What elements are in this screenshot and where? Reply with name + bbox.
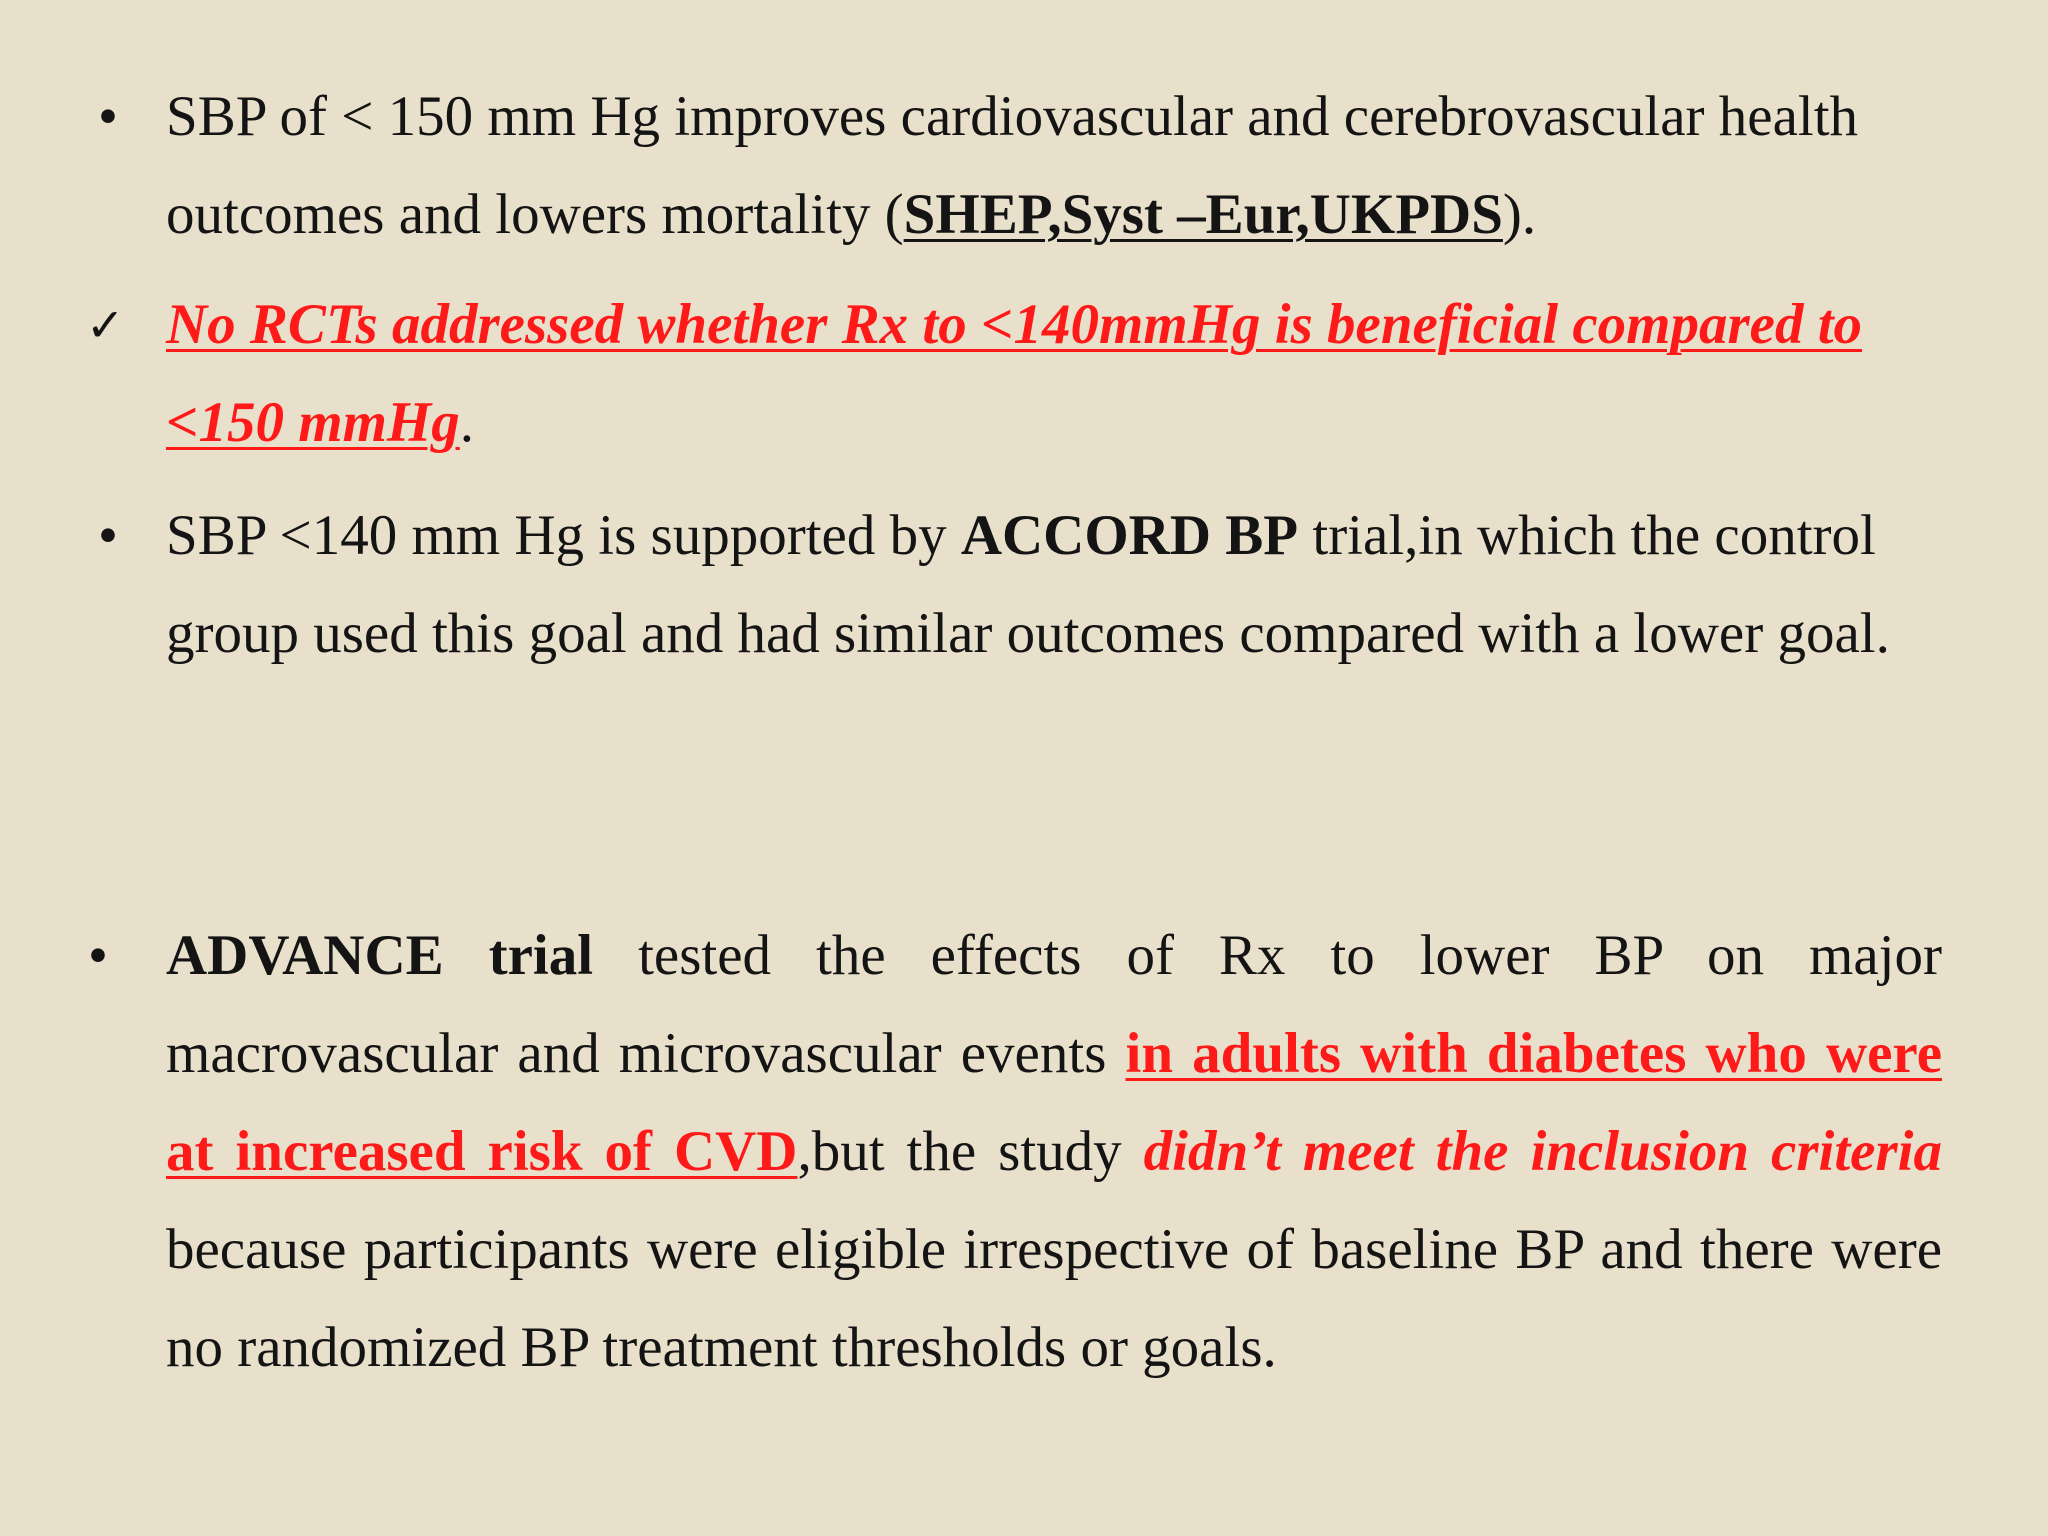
bullet-icon: • xyxy=(98,85,118,148)
bullet-icon: • xyxy=(88,924,108,987)
trial-names: SHEP,Syst –Eur,UKPDS xyxy=(903,183,1503,246)
highlighted-criteria: didn’t meet the inclusion criteria xyxy=(1143,1120,1942,1183)
period: . xyxy=(459,391,474,454)
bullet-text-middle: ,but the study xyxy=(797,1120,1144,1183)
bullet-text-end: because participants were eligible irres… xyxy=(166,1218,1942,1379)
highlighted-statement: No RCTs addressed whether Rx to <140mmHg… xyxy=(166,293,1863,454)
trial-name: ADVANCE trial xyxy=(166,924,594,987)
bullet-text: SBP of < 150 mm Hg improves cardiovascul… xyxy=(166,85,1859,246)
bullet-text-end: trial,in which the control group used th… xyxy=(166,504,1890,665)
bullet-item-shep: • SBP of < 150 mm Hg improves cardiovasc… xyxy=(98,68,1942,264)
bullet-text: tested the effects of Rx to lower BP on … xyxy=(166,924,1942,1085)
bullet-item-accord: • SBP <140 mm Hg is supported by ACCORD … xyxy=(98,487,1942,683)
checkmark-icon: ✓ xyxy=(86,298,125,352)
bullet-item-advance: • ADVANCE trial tested the effects of Rx… xyxy=(88,907,1942,1397)
bullet-icon: • xyxy=(98,504,118,567)
bullet-text-end: ). xyxy=(1502,183,1537,246)
highlighted-population: in adults with diabetes who were at incr… xyxy=(166,1022,1942,1183)
trial-name: ACCORD BP xyxy=(960,504,1299,567)
bullet-text: SBP <140 mm Hg is supported by xyxy=(166,504,961,567)
check-item-no-rcts: ✓ No RCTs addressed whether Rx to <140mm… xyxy=(86,276,1942,472)
